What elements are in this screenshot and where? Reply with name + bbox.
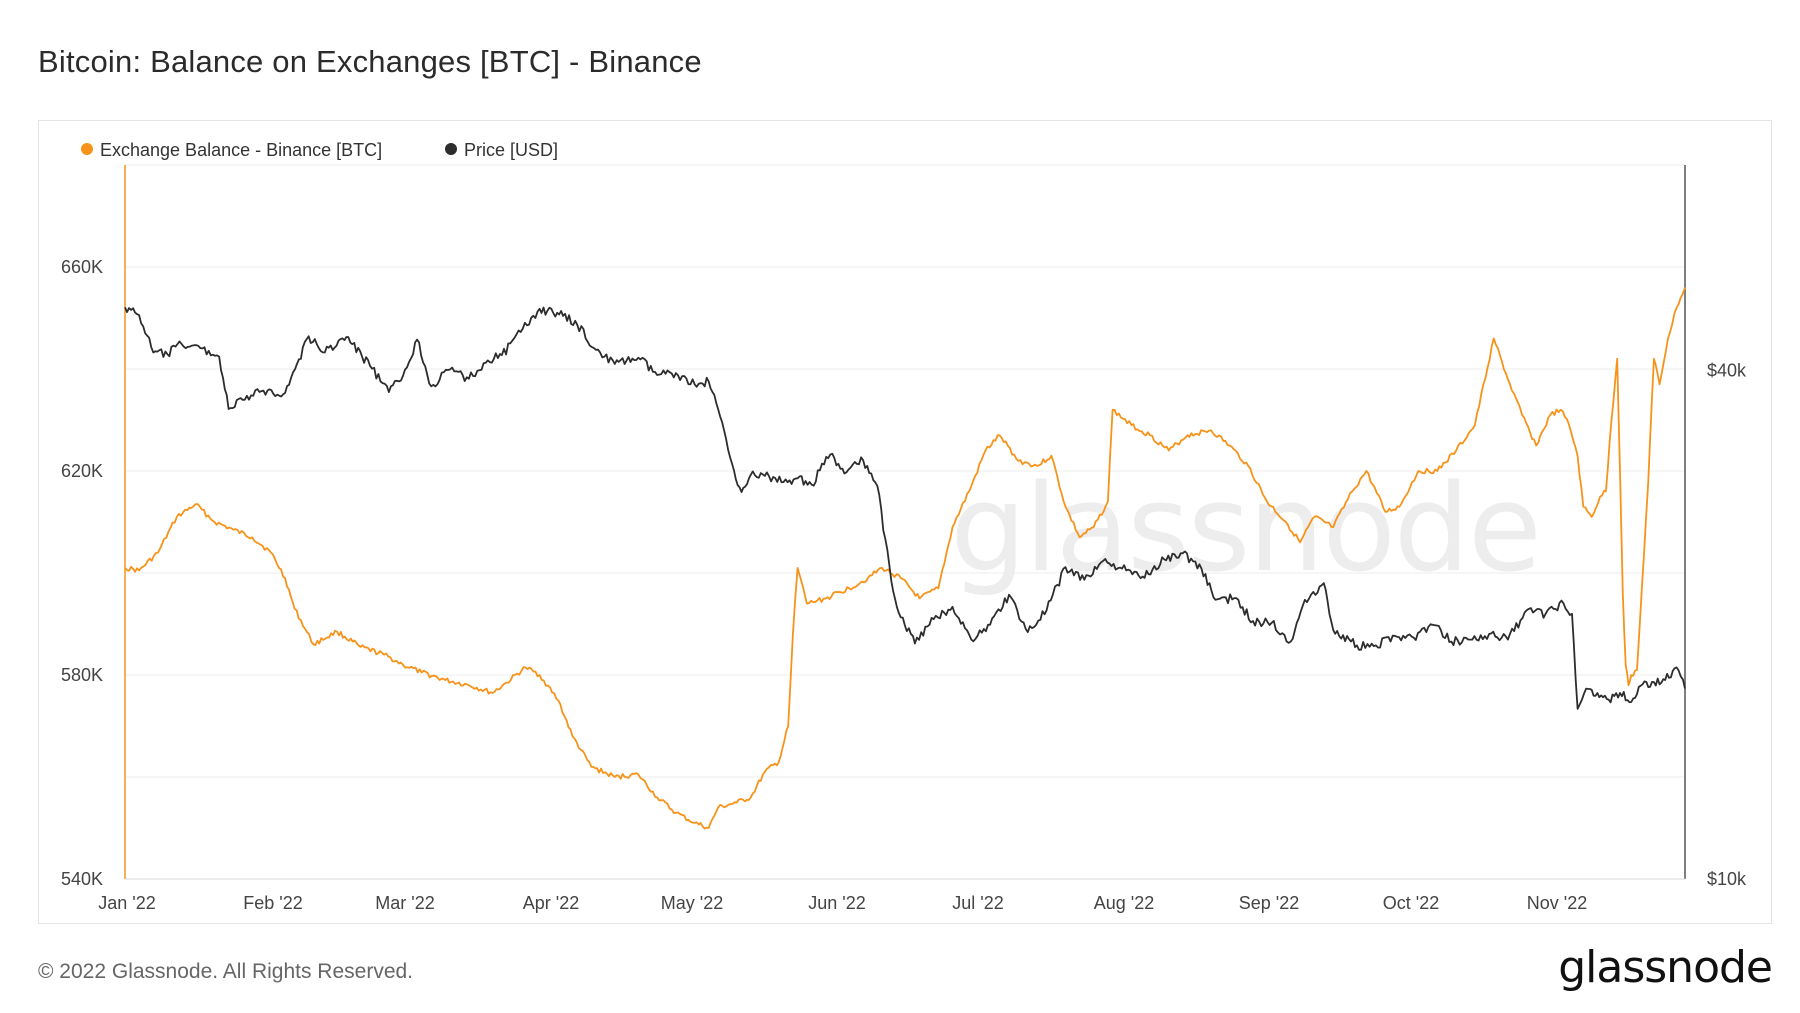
x-tick-label: Nov '22: [1527, 893, 1587, 913]
y-right-tick-label: $10k: [1707, 869, 1747, 889]
legend-dot-icon: [81, 143, 93, 155]
x-tick-label: Jul '22: [952, 893, 1003, 913]
legend-dot-icon: [445, 143, 457, 155]
legend: Exchange Balance - Binance [BTC] Price […: [81, 140, 558, 160]
x-tick-label: Jun '22: [808, 893, 865, 913]
x-tick-label: Apr '22: [523, 893, 579, 913]
legend-label-exchange-balance: Exchange Balance - Binance [BTC]: [100, 140, 382, 160]
glassnode-logo[interactable]: glassnode: [1558, 942, 1773, 993]
page-title: Bitcoin: Balance on Exchanges [BTC] - Bi…: [38, 44, 702, 79]
x-axis: Jan '22 Feb '22 Mar '22 Apr '22 May '22 Jun '…: [98, 893, 1587, 913]
legend-item-price[interactable]: Price [USD]: [445, 140, 558, 160]
series-line-price: [124, 306, 1686, 710]
series-group: [124, 287, 1686, 830]
legend-item-exchange-balance[interactable]: Exchange Balance - Binance [BTC]: [81, 140, 382, 160]
x-tick-label: Aug '22: [1094, 893, 1155, 913]
x-tick-label: Oct '22: [1383, 893, 1439, 913]
copyright-footer: © 2022 Glassnode. All Rights Reserved.: [38, 960, 414, 983]
x-tick-label: Mar '22: [375, 893, 434, 913]
y-left-tick-label: 540K: [61, 869, 103, 889]
x-tick-label: Feb '22: [243, 893, 302, 913]
y-right-tick-label: $40k: [1707, 360, 1747, 380]
series-line-exchange-balance: [124, 287, 1686, 830]
watermark: glassnode: [950, 460, 1540, 599]
x-tick-label: May '22: [661, 893, 723, 913]
x-tick-label: Jan '22: [98, 893, 155, 913]
y-left-tick-label: 620K: [61, 461, 103, 481]
y-left-tick-label: 580K: [61, 665, 103, 685]
chart-panel: [38, 120, 1772, 924]
y-axis-left: 540K 580K 620K 660K: [61, 257, 103, 889]
y-axis-right: $10k $40k: [1707, 360, 1747, 889]
y-left-tick-label: 660K: [61, 257, 103, 277]
x-tick-label: Sep '22: [1239, 893, 1300, 913]
legend-label-price: Price [USD]: [464, 140, 558, 160]
